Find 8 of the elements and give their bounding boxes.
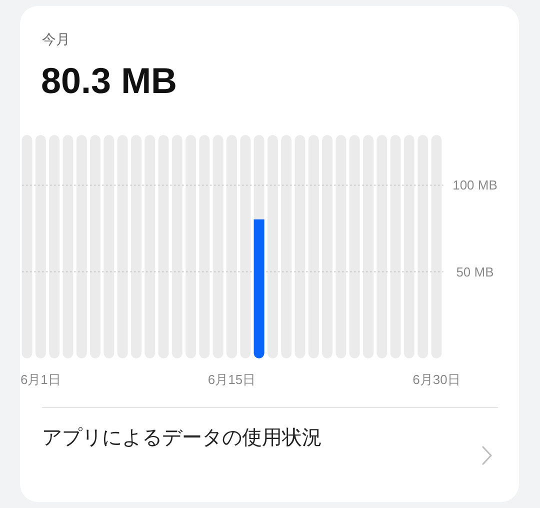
xtick: 6月1日: [20, 372, 61, 387]
ytick: 100 MB: [452, 178, 498, 193]
title: 今月: [42, 31, 70, 47]
xtick: 6月30日: [412, 372, 460, 387]
annotation: アプリによるデータの使用状況: [42, 427, 322, 449]
ytick: 50 MB: [456, 264, 494, 280]
xtick: 6月15日: [208, 372, 256, 387]
subtitle: 80.3 MB: [41, 60, 178, 101]
